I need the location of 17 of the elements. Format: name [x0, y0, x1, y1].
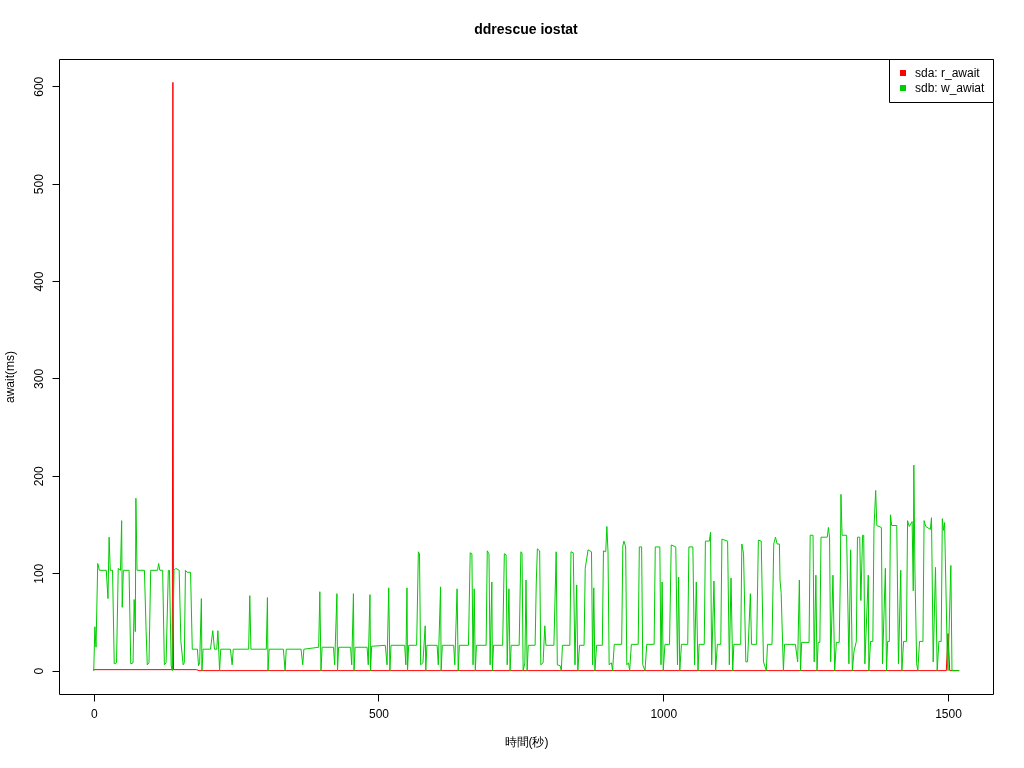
x-tick-label: 500 [368, 706, 390, 721]
legend-label: sdb: w_awiat [915, 81, 986, 95]
x-tick-label: 1500 [935, 706, 963, 721]
line-series [93, 464, 960, 672]
y-tick-label: 0 [31, 667, 46, 675]
chart-title: ddrescue iostat [474, 20, 579, 37]
y-tick-label: 600 [31, 76, 46, 97]
y-axis-title: await(ms) [2, 350, 17, 404]
x-tick-label: 0 [90, 706, 98, 721]
y-tick-label: 100 [31, 563, 46, 584]
y-tick-label: 500 [31, 173, 46, 195]
legend-label: sda: r_await [915, 66, 981, 80]
x-tick-label: 1000 [650, 706, 678, 721]
y-tick-label: 200 [31, 466, 46, 487]
y-tick-label: 400 [31, 271, 46, 292]
y-tick-label: 300 [31, 368, 46, 389]
x-axis-title: 時間(秒) [504, 734, 549, 749]
